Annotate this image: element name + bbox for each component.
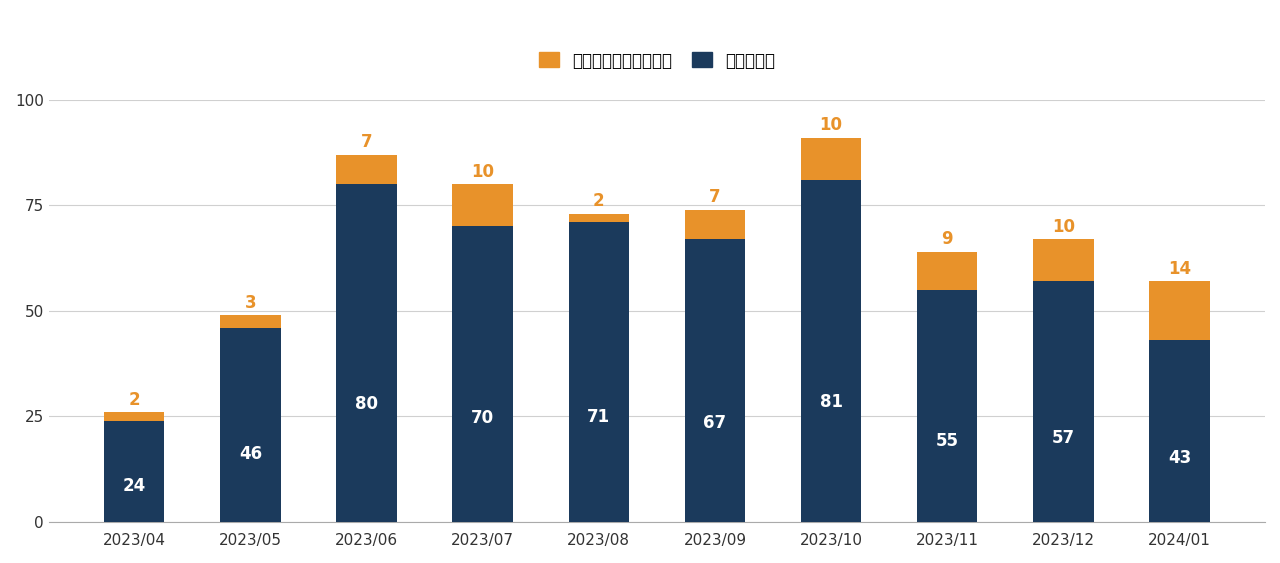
Text: 10: 10 [1052,218,1075,236]
Text: 24: 24 [123,477,146,495]
Bar [801,138,861,180]
Bar [104,421,164,522]
Text: 71: 71 [588,408,611,426]
Text: 2: 2 [128,391,140,409]
Legend: カップル・夫婦（組）, 個人（人）: カップル・夫婦（組）, 個人（人） [532,45,782,76]
Text: 67: 67 [704,414,727,432]
Text: 70: 70 [471,409,494,427]
Text: 2: 2 [593,193,604,211]
Text: 55: 55 [936,432,959,450]
Text: 81: 81 [819,393,842,411]
Text: 10: 10 [819,117,842,135]
Text: 9: 9 [941,230,954,248]
Bar [1033,282,1093,522]
Bar [220,328,280,522]
Bar [1149,341,1210,522]
Bar [337,155,397,184]
Text: 3: 3 [244,294,256,312]
Bar [685,239,745,522]
Bar [1033,239,1093,282]
Text: 14: 14 [1167,260,1192,278]
Text: 57: 57 [1052,428,1075,446]
Bar [104,412,164,421]
Text: 7: 7 [709,188,721,206]
Text: 43: 43 [1167,449,1192,467]
Bar [1149,282,1210,341]
Bar [685,209,745,239]
Bar [568,222,628,522]
Bar [337,184,397,522]
Bar [916,252,978,290]
Bar [801,180,861,522]
Text: 10: 10 [471,163,494,181]
Text: 46: 46 [239,445,262,463]
Text: 7: 7 [361,133,372,151]
Bar [452,184,513,226]
Bar [916,290,978,522]
Bar [568,214,628,222]
Text: 80: 80 [355,395,378,413]
Bar [220,315,280,328]
Bar [452,226,513,522]
